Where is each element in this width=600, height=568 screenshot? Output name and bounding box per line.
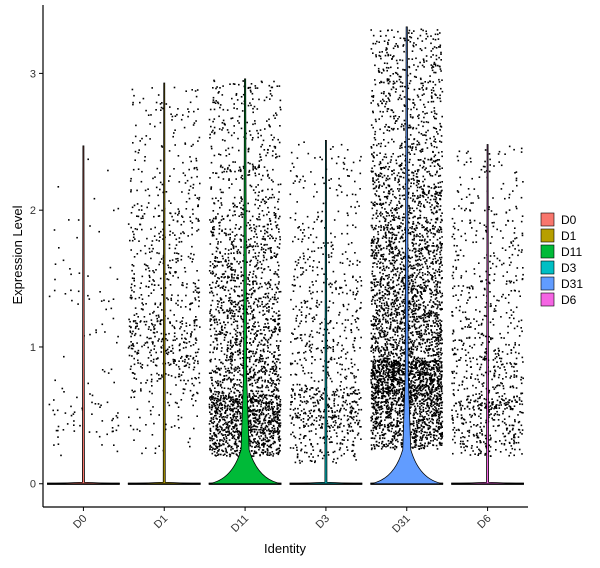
legend-key-d0 (540, 212, 555, 227)
points-d31 (370, 28, 444, 451)
legend-label: D31 (561, 277, 583, 291)
y-tick-label: 1 (30, 342, 36, 354)
x-tick-label: D31 (390, 513, 413, 536)
legend-label: D3 (561, 261, 577, 275)
legend-key-d11 (540, 244, 555, 259)
points-d0 (48, 158, 120, 457)
violin-d1 (127, 82, 201, 485)
violin-d0 (47, 145, 120, 485)
y-tick-label: 0 (30, 479, 36, 491)
points-d3 (289, 141, 363, 464)
x-tick-label: D3 (314, 513, 332, 531)
legend-label: D1 (561, 229, 577, 243)
y-tick-label: 2 (30, 205, 36, 217)
violin-d31 (370, 26, 444, 485)
x-axis-ticks: D0 D1 D11 D3 D31 D6 (71, 507, 494, 535)
y-tick-label: 3 (30, 68, 36, 80)
violin-d3 (289, 140, 363, 485)
legend-label: D0 (561, 213, 577, 227)
x-axis-title: Identity (264, 541, 306, 556)
plot-violins-layer (47, 26, 524, 485)
plot-points-layer (47, 28, 524, 485)
legend-key-d31 (540, 276, 555, 291)
violin-d11 (208, 78, 282, 485)
legend-key-d3 (540, 260, 555, 275)
legend-key-d1 (540, 228, 555, 243)
points-d1 (127, 86, 201, 455)
violin-d6 (451, 144, 524, 485)
legend: D0 D1 D11 D3 D31 D6 (540, 212, 583, 307)
legend-key-d6 (540, 292, 555, 307)
y-axis-ticks: 0 1 2 3 (30, 68, 43, 491)
x-tick-label: D11 (229, 513, 251, 535)
y-axis-title: Expression Level (10, 205, 25, 304)
legend-label: D6 (561, 293, 577, 307)
x-tick-label: D0 (71, 513, 89, 531)
x-tick-label: D1 (152, 513, 170, 531)
x-tick-label: D6 (475, 513, 493, 531)
legend-label: D11 (561, 245, 582, 259)
